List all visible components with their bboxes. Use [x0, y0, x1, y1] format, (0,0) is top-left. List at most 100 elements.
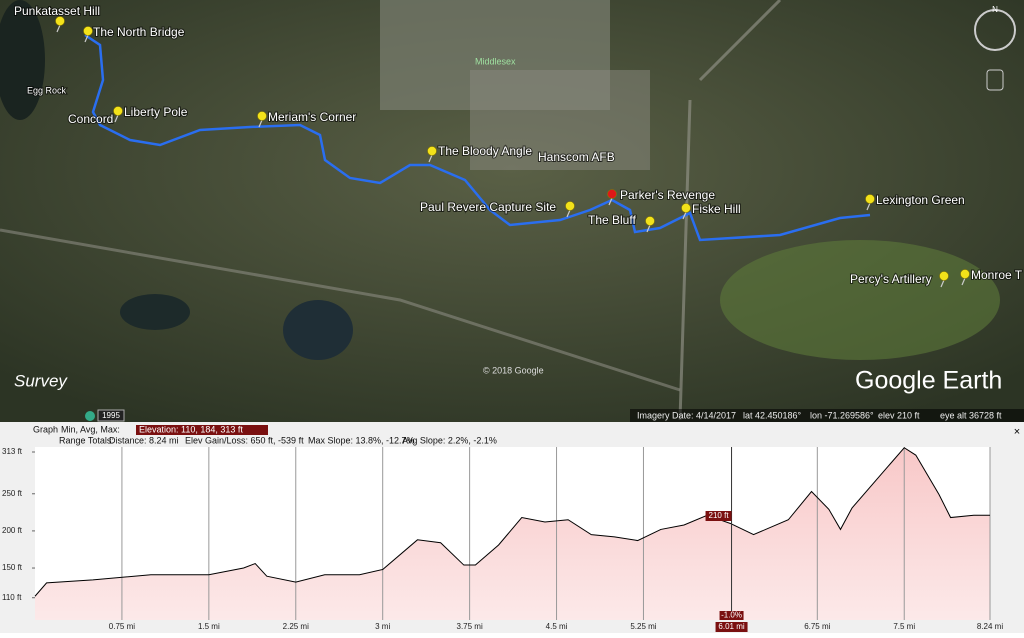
placemark-label: Liberty Pole [124, 105, 188, 119]
placemark-label: Fiske Hill [692, 202, 741, 216]
x-tick-label: 7.5 mi [893, 622, 915, 631]
pin-head [960, 269, 970, 279]
x-tick-label: 2.25 mi [283, 622, 309, 631]
header-text: Elevation: 110, 184, 313 ft [139, 424, 243, 434]
placemark[interactable]: Paul Revere Capture Site [419, 199, 575, 218]
zoom-control[interactable] [986, 69, 1004, 91]
compass-label: N [992, 5, 998, 14]
pin-head [257, 111, 267, 121]
place-label: Middlesex [475, 56, 516, 66]
header-text: Min, Avg, Max: [61, 424, 120, 434]
pin-head [607, 189, 617, 199]
placemark[interactable]: The North Bridge [83, 24, 186, 43]
lat: lat 42.450186° [743, 410, 802, 420]
pin-head [83, 26, 93, 36]
x-tick-label: 8.24 mi [977, 622, 1003, 631]
placemark-label: Parker's Revenge [620, 188, 715, 202]
cursor-x-box [715, 622, 748, 632]
pin-needle [428, 154, 433, 163]
time-icon[interactable] [85, 411, 95, 421]
x-tick-label: 1.5 mi [198, 622, 220, 631]
placemark[interactable]: Lexington Green [865, 192, 966, 211]
placemark-label: Punkatasset Hill [14, 4, 100, 18]
elevation-line [34, 447, 990, 597]
pin-head [427, 146, 437, 156]
survey-label: Survey [14, 371, 68, 390]
placemark[interactable]: Liberty Pole [113, 104, 189, 123]
cursor-slope-box [719, 611, 744, 620]
map-view[interactable]: Punkatasset Hill The North Bridge Liberty … [0, 0, 1024, 422]
cursor-value: 210 ft [709, 511, 730, 520]
header-text: Range Totals: [59, 435, 114, 445]
placemark[interactable]: The Bluff [587, 212, 655, 233]
placemark-label: Percy's Artillery [850, 272, 932, 286]
pin-head [565, 201, 575, 211]
placemark-label: Monroe T [971, 268, 1023, 282]
y-tick-label: 110 ft [2, 593, 22, 602]
y-tick-label: 150 ft [2, 563, 23, 572]
placemark-label: The Bloody Angle [438, 144, 532, 158]
pin-needle [961, 277, 966, 286]
pin-needle [566, 209, 571, 218]
placemark[interactable]: Percy's Artillery [849, 271, 949, 288]
year-box[interactable] [97, 409, 125, 422]
placemark[interactable]: The Bloody Angle [427, 143, 533, 163]
pin-head [939, 271, 949, 281]
place-label: Concord [68, 112, 113, 126]
pin-head [55, 16, 65, 26]
compass[interactable] [974, 9, 1016, 51]
copyright: © 2018 Google [483, 365, 544, 375]
area-fill [35, 447, 990, 620]
y-tick-label: 200 ft [2, 526, 23, 535]
y-tick-label: 313 ft [2, 447, 23, 456]
x-tick-label: 3 mi [375, 622, 390, 631]
pin-head [113, 106, 123, 116]
y-tick-label: 250 ft [2, 489, 23, 498]
imagery-date: Imagery Date: 4/14/2017 [637, 410, 736, 420]
pin-needle [646, 224, 651, 233]
route [84, 33, 871, 242]
pin-needle [866, 202, 871, 211]
placemark[interactable]: Parker's Revenge [607, 187, 716, 206]
header-text: Graph [33, 424, 58, 434]
header-text: Distance: 8.24 mi [109, 435, 179, 445]
cursor-slope: -1.0% [721, 611, 742, 620]
pin-needle [114, 114, 119, 123]
placemark-label: Lexington Green [876, 193, 965, 207]
pin-head [865, 194, 875, 204]
header-text: Elev Gain/Loss: 650 ft, -539 ft [185, 435, 304, 445]
logo: Google Earth [855, 367, 1002, 395]
elevation-chart: 0.75 mi 1.5 mi 2.25 mi 3 mi 3.75 mi 4.5 mi 5.2… [2, 447, 1003, 632]
x-tick-label: 0.75 mi [109, 622, 135, 631]
eye-alt: eye alt 36728 ft [940, 410, 1002, 420]
close-button[interactable]: × [1014, 426, 1020, 438]
year: 1995 [102, 411, 120, 420]
pin-needle [682, 211, 687, 220]
placemark[interactable]: Punkatasset Hill [13, 3, 101, 33]
placemark[interactable]: Meriam's Corner [257, 109, 357, 128]
placemark-label: The North Bridge [93, 25, 185, 39]
header-text: Max Slope: 13.8%, -12.7% [308, 435, 415, 445]
placemark-label: Meriam's Corner [268, 110, 356, 124]
placemark-label: Paul Revere Capture Site [420, 200, 556, 214]
placemark-label: The Bluff [588, 213, 636, 227]
cursor-x: 6.01 mi [718, 622, 744, 631]
pin-needle [258, 119, 263, 128]
x-tick-label: 6.75 mi [804, 622, 830, 631]
cursor-value-box [705, 511, 732, 521]
pin-needle [940, 279, 945, 288]
pin-needle [56, 24, 61, 33]
place-label: Hanscom AFB [538, 150, 615, 164]
header-text: Avg Slope: 2.2%, -2.1% [402, 435, 497, 445]
x-tick-label: 3.75 mi [457, 622, 483, 631]
pin-needle [84, 34, 89, 43]
placemark[interactable]: Monroe T [960, 267, 1024, 286]
pin-needle [608, 197, 613, 206]
elev: elev 210 ft [878, 410, 920, 420]
x-tick-label: 5.25 mi [630, 622, 656, 631]
placemark[interactable]: Fiske Hill [681, 201, 742, 220]
status-bar: Imagery Date: 4/14/2017 lat 42.450186° l… [630, 409, 1024, 422]
x-tick-label: 4.5 mi [546, 622, 568, 631]
pin-head [681, 203, 691, 213]
